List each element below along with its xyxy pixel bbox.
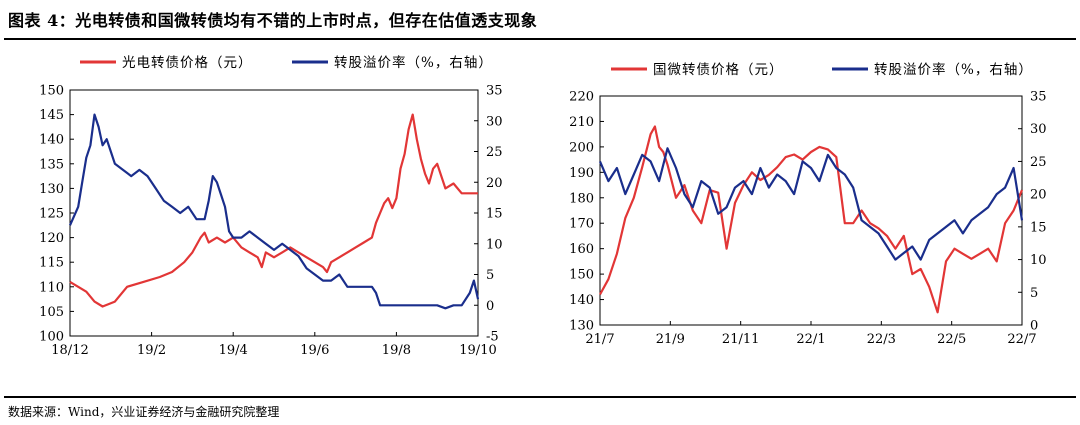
source-note: 数据来源：Wind，兴业证券经济与金融研究院整理: [8, 405, 280, 419]
left-tick-label: 210: [569, 115, 594, 130]
left-tick-label: 180: [569, 191, 594, 206]
left-tick-label: 100: [39, 330, 64, 345]
left-tick-label: 135: [39, 157, 64, 172]
left-tick-label: 190: [569, 166, 594, 181]
right-tick-label: 30: [1030, 122, 1047, 137]
series-line-premium: [598, 147, 1024, 261]
series-line-price: [599, 125, 1024, 314]
x-tick-label: 22/5: [937, 332, 966, 347]
x-tick-label: 22/1: [796, 332, 825, 347]
right-tick-label: 0: [486, 299, 494, 314]
right-tick-label: 35: [486, 84, 503, 99]
left-tick-label: 140: [39, 133, 64, 148]
left-tick-label: 110: [39, 280, 64, 295]
x-tick-label: 19/6: [300, 343, 329, 358]
x-tick-label: 21/9: [656, 332, 685, 347]
x-tick-label: 22/3: [867, 332, 896, 347]
right-tick-label: 10: [486, 237, 503, 252]
right-tick-label: 5: [486, 268, 494, 283]
left-tick-label: 145: [39, 108, 64, 123]
left-tick-label: 160: [569, 242, 594, 257]
right-tick-label: 30: [486, 114, 503, 129]
x-tick-label: 19/8: [382, 343, 411, 358]
left-tick-label: 130: [569, 319, 594, 334]
x-tick-label: 22/7: [1007, 332, 1036, 347]
x-tick-label: 21/7: [585, 332, 614, 347]
left-tick-label: 170: [569, 217, 594, 232]
legend-label: 转股溢价率（%，右轴）: [874, 61, 1033, 78]
left-tick-label: 120: [39, 231, 64, 246]
chart-2: 130 140 150 160 170 180 190 200 210 220 0 5 10 15 20 25…: [569, 61, 1046, 347]
series-line-premium: [68, 113, 480, 310]
legend-label: 光电转债价格（元）: [122, 55, 253, 71]
x-tick-label: 19/10: [459, 343, 496, 358]
top-rule: [4, 38, 1076, 40]
x-tick-label: 19/2: [137, 343, 166, 358]
x-tick-label: 18/12: [51, 343, 88, 358]
right-tick-label: 10: [1030, 253, 1047, 268]
plot-frame: [69, 89, 479, 337]
figure-title: 图表 4：光电转债和国微转债均有不错的上市时点，但存在估值透支现象: [8, 11, 538, 30]
bottom-rule: [4, 396, 1076, 398]
left-tick-label: 220: [569, 90, 594, 105]
right-tick-label: 0: [1030, 319, 1038, 334]
legend-label: 国微转债价格（元）: [653, 62, 784, 78]
series-line-price: [69, 113, 478, 308]
right-tick-label: 15: [1030, 220, 1047, 235]
left-tick-label: 130: [39, 182, 64, 197]
right-tick-label: 20: [486, 176, 503, 191]
left-tick-label: 200: [569, 140, 594, 155]
left-tick-label: 125: [39, 207, 64, 222]
right-tick-label: 35: [1030, 90, 1047, 105]
left-tick-label: 115: [39, 256, 64, 271]
right-tick-label: 25: [486, 145, 503, 160]
chart-1: 100 105 110 115 120 125 130 135 140 145 150 -5 0 5 10 1…: [39, 54, 502, 358]
right-tick-label: 20: [1030, 188, 1047, 203]
plot-frame: [599, 95, 1023, 326]
left-tick-label: 150: [569, 268, 594, 283]
x-tick-label: 21/11: [722, 332, 759, 347]
legend-label: 转股溢价率（%，右轴）: [334, 54, 493, 71]
x-tick-label: 19/4: [219, 343, 248, 358]
left-tick-label: 105: [39, 305, 64, 320]
left-tick-label: 150: [39, 84, 64, 99]
right-tick-label: 15: [486, 207, 503, 222]
right-tick-label: 25: [1030, 155, 1047, 170]
right-tick-label: -5: [486, 330, 499, 345]
right-tick-label: 5: [1030, 286, 1038, 301]
left-tick-label: 140: [569, 293, 594, 308]
